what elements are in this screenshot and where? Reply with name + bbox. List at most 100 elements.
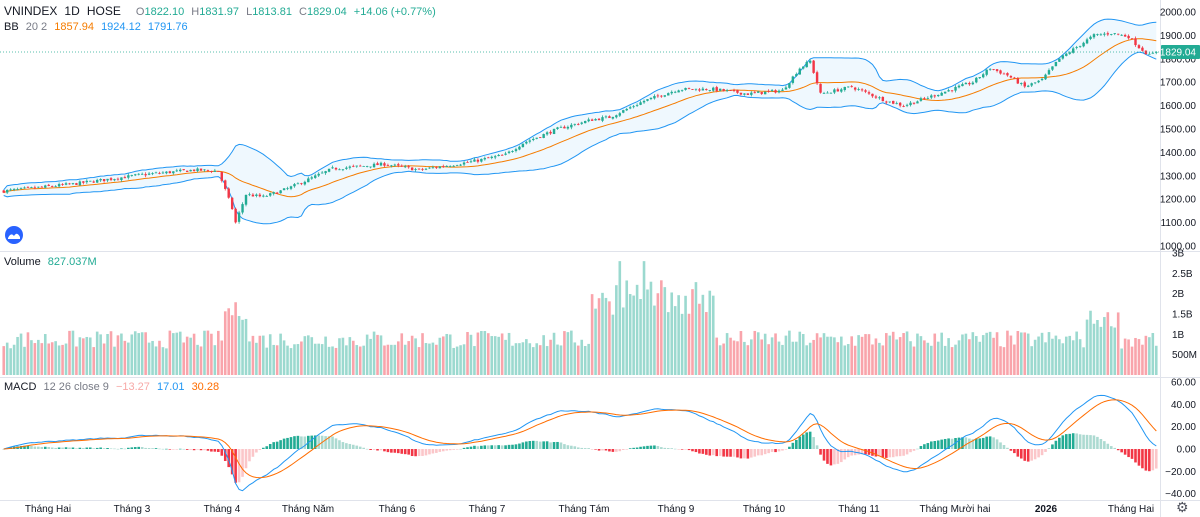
volume-bar[interactable] — [497, 336, 500, 375]
volume-bar[interactable] — [514, 343, 518, 375]
volume-bar[interactable] — [853, 345, 857, 375]
macd-histogram-bar[interactable] — [1092, 435, 1096, 449]
volume-bar[interactable] — [947, 338, 950, 375]
candle[interactable] — [417, 168, 421, 170]
volume-bar[interactable] — [341, 337, 345, 375]
candle[interactable] — [442, 164, 445, 168]
macd-histogram-bar[interactable] — [985, 436, 988, 449]
macd-histogram-bar[interactable] — [795, 439, 798, 449]
volume-bar[interactable] — [113, 346, 116, 375]
volume-bar[interactable] — [930, 345, 933, 375]
macd-histogram-bar[interactable] — [296, 435, 300, 449]
volume-bar[interactable] — [334, 347, 338, 375]
candle[interactable] — [428, 167, 431, 169]
volume-bar[interactable] — [424, 343, 428, 375]
macd-histogram-bar[interactable] — [293, 436, 296, 449]
macd-histogram-bar[interactable] — [770, 449, 774, 452]
candle[interactable] — [1137, 44, 1141, 49]
macd-histogram-bar[interactable] — [885, 449, 888, 458]
volume-bar[interactable] — [417, 347, 421, 375]
macd-histogram-bar[interactable] — [82, 447, 85, 449]
macd-histogram-bar[interactable] — [448, 449, 452, 451]
macd-histogram-bar[interactable] — [1078, 434, 1082, 449]
macd-histogram-bar[interactable] — [248, 449, 251, 462]
volume-bar[interactable] — [874, 338, 878, 375]
macd-histogram-bar[interactable] — [1134, 449, 1137, 463]
macd-histogram-bar[interactable] — [88, 447, 92, 449]
volume-bar[interactable] — [587, 343, 590, 375]
macd-histogram-bar[interactable] — [739, 449, 743, 459]
volume-bar[interactable] — [556, 344, 559, 375]
candle[interactable] — [625, 107, 628, 112]
volume-bar[interactable] — [431, 342, 435, 375]
macd-histogram-bar[interactable] — [334, 438, 338, 449]
candle[interactable] — [324, 170, 327, 175]
macd-histogram-bar[interactable] — [746, 449, 750, 459]
macd-histogram-bar[interactable] — [670, 448, 674, 449]
candle[interactable] — [819, 83, 822, 94]
volume-bar[interactable] — [760, 339, 764, 375]
candle[interactable] — [556, 126, 559, 130]
volume-bar[interactable] — [936, 341, 940, 375]
candle[interactable] — [199, 168, 203, 172]
volume-bar[interactable] — [438, 337, 442, 375]
volume-bar[interactable] — [507, 332, 511, 375]
volume-bar[interactable] — [441, 336, 445, 375]
candle[interactable] — [1092, 33, 1096, 39]
macd-histogram-bar[interactable] — [694, 449, 698, 453]
candle[interactable] — [1123, 33, 1127, 37]
macd-histogram-bar[interactable] — [1109, 446, 1113, 449]
macd-histogram-bar[interactable] — [116, 448, 120, 450]
volume-bar[interactable] — [130, 334, 134, 375]
candle[interactable] — [594, 118, 597, 121]
candle[interactable] — [1075, 45, 1078, 50]
candle[interactable] — [736, 89, 739, 94]
candle[interactable] — [566, 125, 570, 130]
candle[interactable] — [511, 150, 514, 153]
volume-bar[interactable] — [1151, 333, 1155, 375]
macd-histogram-bar[interactable] — [943, 438, 947, 449]
candle[interactable] — [262, 194, 265, 198]
volume-bar[interactable] — [850, 336, 853, 375]
volume-bar[interactable] — [580, 339, 584, 375]
macd-histogram-bar[interactable] — [1040, 449, 1044, 456]
volume-bar[interactable] — [116, 335, 120, 375]
candle[interactable] — [950, 90, 954, 93]
macd-histogram-bar[interactable] — [452, 449, 455, 450]
candle[interactable] — [770, 88, 774, 92]
candle[interactable] — [224, 179, 227, 191]
candle[interactable] — [493, 154, 497, 160]
candle[interactable] — [99, 178, 102, 182]
macd-histogram-bar[interactable] — [995, 439, 999, 449]
candle[interactable] — [580, 121, 583, 125]
volume-bar[interactable] — [1051, 338, 1054, 375]
macd-histogram-bar[interactable] — [234, 449, 237, 483]
volume-bar[interactable] — [175, 332, 179, 375]
volume-bar[interactable] — [968, 339, 971, 375]
macd-histogram-bar[interactable] — [341, 442, 345, 449]
candle[interactable] — [930, 94, 933, 100]
candle[interactable] — [892, 100, 895, 105]
volume-bar[interactable] — [68, 330, 71, 375]
macd-histogram-bar[interactable] — [303, 436, 307, 449]
volume-bar[interactable] — [705, 312, 708, 375]
macd-histogram-bar[interactable] — [881, 449, 885, 458]
volume-bar[interactable] — [213, 345, 217, 375]
macd-histogram-bar[interactable] — [511, 444, 514, 449]
macd-histogram-bar[interactable] — [680, 449, 684, 450]
volume-bar[interactable] — [348, 337, 352, 375]
volume-bar[interactable] — [106, 333, 109, 375]
macd-histogram-bar[interactable] — [140, 447, 144, 449]
macd-histogram-bar[interactable] — [656, 445, 660, 449]
candle[interactable] — [743, 93, 746, 96]
macd-histogram-bar[interactable] — [244, 449, 248, 469]
candle[interactable] — [140, 172, 144, 175]
candle[interactable] — [867, 90, 871, 95]
macd-histogram-bar[interactable] — [819, 449, 822, 455]
candle[interactable] — [978, 77, 981, 80]
macd-histogram-bar[interactable] — [383, 449, 386, 452]
volume-bar[interactable] — [718, 345, 722, 375]
candle[interactable] — [635, 103, 639, 107]
candle[interactable] — [338, 168, 341, 171]
volume-bar[interactable] — [1082, 347, 1085, 375]
